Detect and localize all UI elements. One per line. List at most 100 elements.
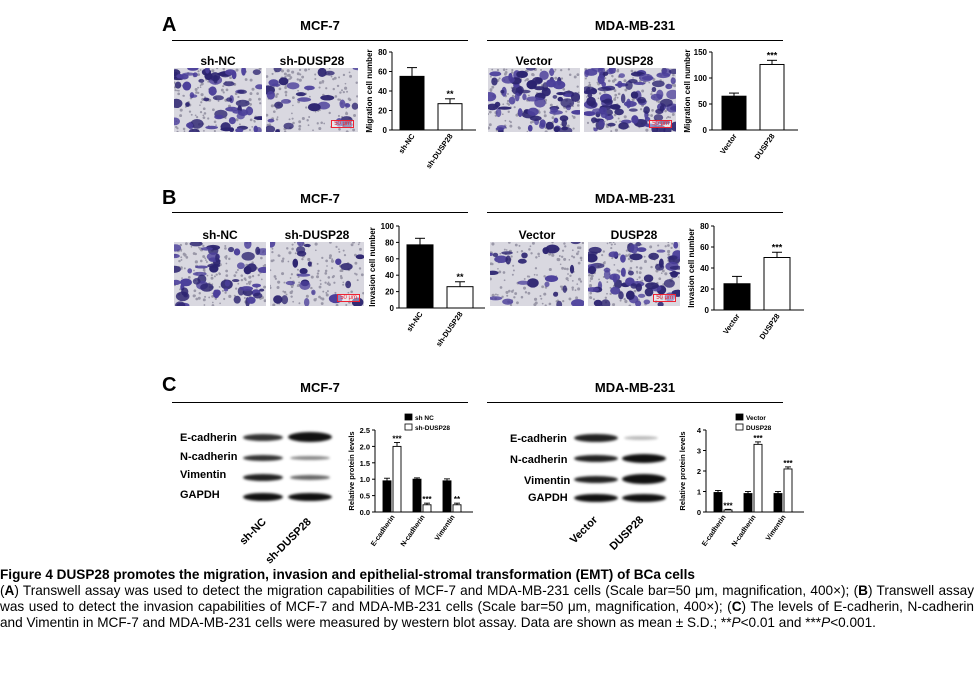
blot-label-e-cadherin: E-cadherin [180, 432, 237, 444]
pore [174, 81, 176, 84]
pore [206, 261, 208, 263]
pore [503, 248, 506, 251]
stained-cell [545, 244, 560, 254]
pore [199, 86, 202, 89]
pore [213, 129, 216, 132]
pore [503, 279, 506, 282]
pore [244, 278, 247, 281]
pore [643, 255, 646, 258]
pore [630, 69, 634, 73]
stained-cell [560, 98, 575, 108]
pore [544, 130, 548, 132]
pore [316, 262, 319, 265]
stained-cell [607, 122, 616, 127]
pore [233, 274, 237, 277]
pore [281, 272, 285, 276]
stained-cell [245, 106, 254, 116]
stained-cell [299, 267, 308, 275]
y-tick-label: 3 [697, 447, 701, 456]
pore [266, 113, 269, 117]
pore [573, 75, 577, 79]
stained-cell [637, 293, 646, 298]
panel-b-image-label-sh-nc: sh-NC [202, 228, 238, 242]
stained-cell [546, 79, 557, 88]
pore [328, 111, 331, 115]
x-tick-label: Vimentin [434, 514, 457, 542]
pore [569, 274, 572, 277]
pore [606, 242, 609, 245]
stained-cell [252, 69, 261, 76]
pore [614, 243, 616, 246]
pore [571, 286, 575, 289]
y-tick-label: 0 [390, 304, 395, 313]
pore [224, 247, 227, 250]
stained-cell [610, 286, 621, 295]
pore [296, 268, 299, 271]
stained-cell [544, 275, 559, 283]
pore [639, 266, 643, 270]
stained-cell [214, 114, 224, 120]
stained-cell [494, 255, 509, 264]
stained-cell [190, 94, 198, 98]
stained-cell [644, 116, 651, 122]
micrograph-b-sh-nc [174, 242, 266, 306]
y-tick-label: 80 [378, 48, 387, 57]
pore [358, 242, 361, 244]
stained-cell [618, 291, 624, 300]
pore [235, 271, 238, 274]
stained-cell [246, 263, 257, 273]
pore [202, 114, 205, 117]
pore [237, 282, 240, 285]
pore [576, 283, 579, 286]
pore [644, 260, 647, 264]
pore [349, 74, 353, 78]
band-vim-dusp28 [622, 474, 666, 484]
band-ncad-sh-nc [243, 455, 283, 461]
pore [238, 123, 241, 126]
blot-label-n-cadherin: N-cadherin [180, 451, 238, 463]
pore [215, 273, 218, 276]
pore [210, 276, 214, 280]
pore [571, 255, 574, 258]
y-tick-label: 2.5 [360, 426, 370, 435]
stained-cell [267, 118, 275, 123]
legend-label: sh-DUSP28 [415, 425, 450, 432]
chart-c-protein-mda: 0 1 2 3 4 Relative protein levels Vector DUSP28… [678, 413, 804, 548]
stained-cell [522, 93, 527, 101]
bar-sh-DUSP28 [437, 103, 463, 131]
pore [251, 126, 254, 128]
stained-cell [651, 80, 665, 88]
pore [543, 292, 547, 296]
band-gapdh-vector [574, 494, 618, 502]
stained-cell [283, 122, 294, 130]
stained-cell [241, 68, 247, 76]
stained-cell [187, 268, 193, 274]
pore [190, 113, 193, 116]
pore [222, 68, 226, 71]
stained-cell [185, 102, 190, 107]
pore [651, 109, 654, 112]
pore [275, 95, 278, 98]
pore [291, 117, 294, 120]
stained-cell [637, 96, 647, 104]
stained-cell [320, 95, 335, 101]
pore [308, 68, 310, 71]
pore [504, 119, 507, 122]
pore [283, 72, 287, 76]
stained-cell [656, 124, 666, 132]
x-tick-label: DUSP28 [758, 312, 782, 341]
stained-cell [307, 261, 312, 267]
pore [524, 79, 527, 82]
panel-letter-a: A [162, 14, 177, 36]
pore [181, 277, 183, 279]
pore [567, 279, 569, 282]
pore [535, 256, 538, 259]
pore [282, 257, 285, 260]
pore [344, 82, 347, 85]
stained-cell [490, 270, 499, 276]
pore [328, 68, 331, 70]
stained-cell [643, 299, 651, 305]
stained-cell [275, 129, 280, 132]
bar-N-cadherin-Vector [743, 493, 753, 513]
pore [505, 249, 508, 251]
